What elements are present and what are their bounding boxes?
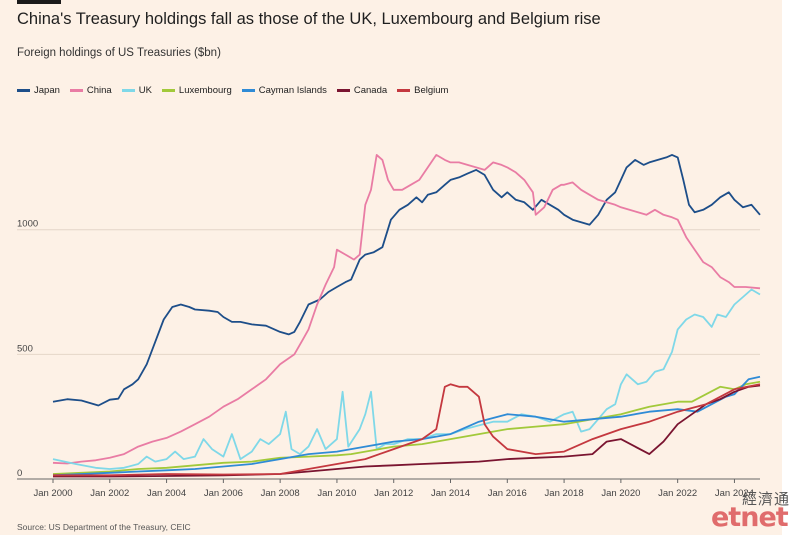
legend-label: Cayman Islands <box>258 85 327 96</box>
legend-label: UK <box>138 85 152 96</box>
logo-chinese-text: 經濟通 <box>741 490 790 508</box>
x-tick-label: Jan 2012 <box>374 488 413 499</box>
legend-swatch <box>241 89 255 92</box>
legend-swatch <box>397 89 411 92</box>
x-tick-label: Jan 2002 <box>90 488 129 499</box>
legend-item-japan: Japan <box>17 85 60 96</box>
legend-item-canada: Canada <box>336 85 388 96</box>
series-line-japan <box>52 154 761 407</box>
legend-swatch <box>121 89 135 92</box>
legend-item-belgium: Belgium <box>397 85 448 96</box>
legend-label: Luxembourg <box>178 85 232 96</box>
x-tick-label: Jan 2024 <box>715 488 754 499</box>
legend-swatch <box>17 89 30 92</box>
x-tick-label: Jan 2004 <box>147 488 186 499</box>
legend-item-uk: UK <box>121 85 152 96</box>
legend-label: Belgium <box>414 85 449 96</box>
x-tick-label: Jan 2008 <box>261 488 300 499</box>
series-line-uk <box>52 288 761 470</box>
x-tick-label: Jan 2010 <box>317 488 356 499</box>
series-line-belgium <box>53 383 761 477</box>
x-tick-label: Jan 2016 <box>488 488 527 499</box>
legend-label: Japan <box>34 85 60 96</box>
legend-item-cayman-islands: Cayman Islands <box>241 85 327 96</box>
x-tick-label: Jan 2022 <box>658 488 697 499</box>
etnet-logo: 經濟通 etnet <box>706 488 798 533</box>
y-tick-label: 1000 <box>17 219 38 230</box>
legend-label: Canada <box>353 85 388 96</box>
chart-legend: Japan China UK Luxembourg Cayman Islands Cana… <box>17 85 448 96</box>
ft-top-bar <box>17 0 61 4</box>
chart-title: China's Treasury holdings fall as those … <box>17 10 601 28</box>
series-line-canada <box>53 384 761 478</box>
x-tick-label: Jan 2018 <box>545 488 584 499</box>
source-note: Source: US Department of the Treasury, C… <box>17 522 191 532</box>
legend-item-luxembourg: Luxembourg <box>161 85 232 96</box>
series-line-luxembourg <box>52 380 761 475</box>
series-line-cayman-islands <box>52 375 761 477</box>
x-tick-label: Jan 2014 <box>431 488 470 499</box>
legend-item-china: China <box>69 85 112 96</box>
line-chart: 0 500 1000 Jan 2000 Jan 2002 Jan 2004 Jan 2006… <box>17 154 761 499</box>
logo-english-text: etnet <box>711 502 789 533</box>
y-tick-label: 0 <box>17 468 22 479</box>
legend-label: China <box>86 85 112 96</box>
x-tick-label: Jan 2020 <box>601 488 640 499</box>
legend-swatch <box>69 89 83 92</box>
y-tick-label: 500 <box>17 343 33 354</box>
x-tick-label: Jan 2006 <box>204 488 243 499</box>
x-tick-label: Jan 2000 <box>33 488 72 499</box>
series-line-china <box>52 154 761 465</box>
legend-swatch <box>161 89 175 92</box>
legend-swatch <box>336 89 350 92</box>
chart-subtitle: Foreign holdings of US Treasuries ($bn) <box>17 47 221 59</box>
